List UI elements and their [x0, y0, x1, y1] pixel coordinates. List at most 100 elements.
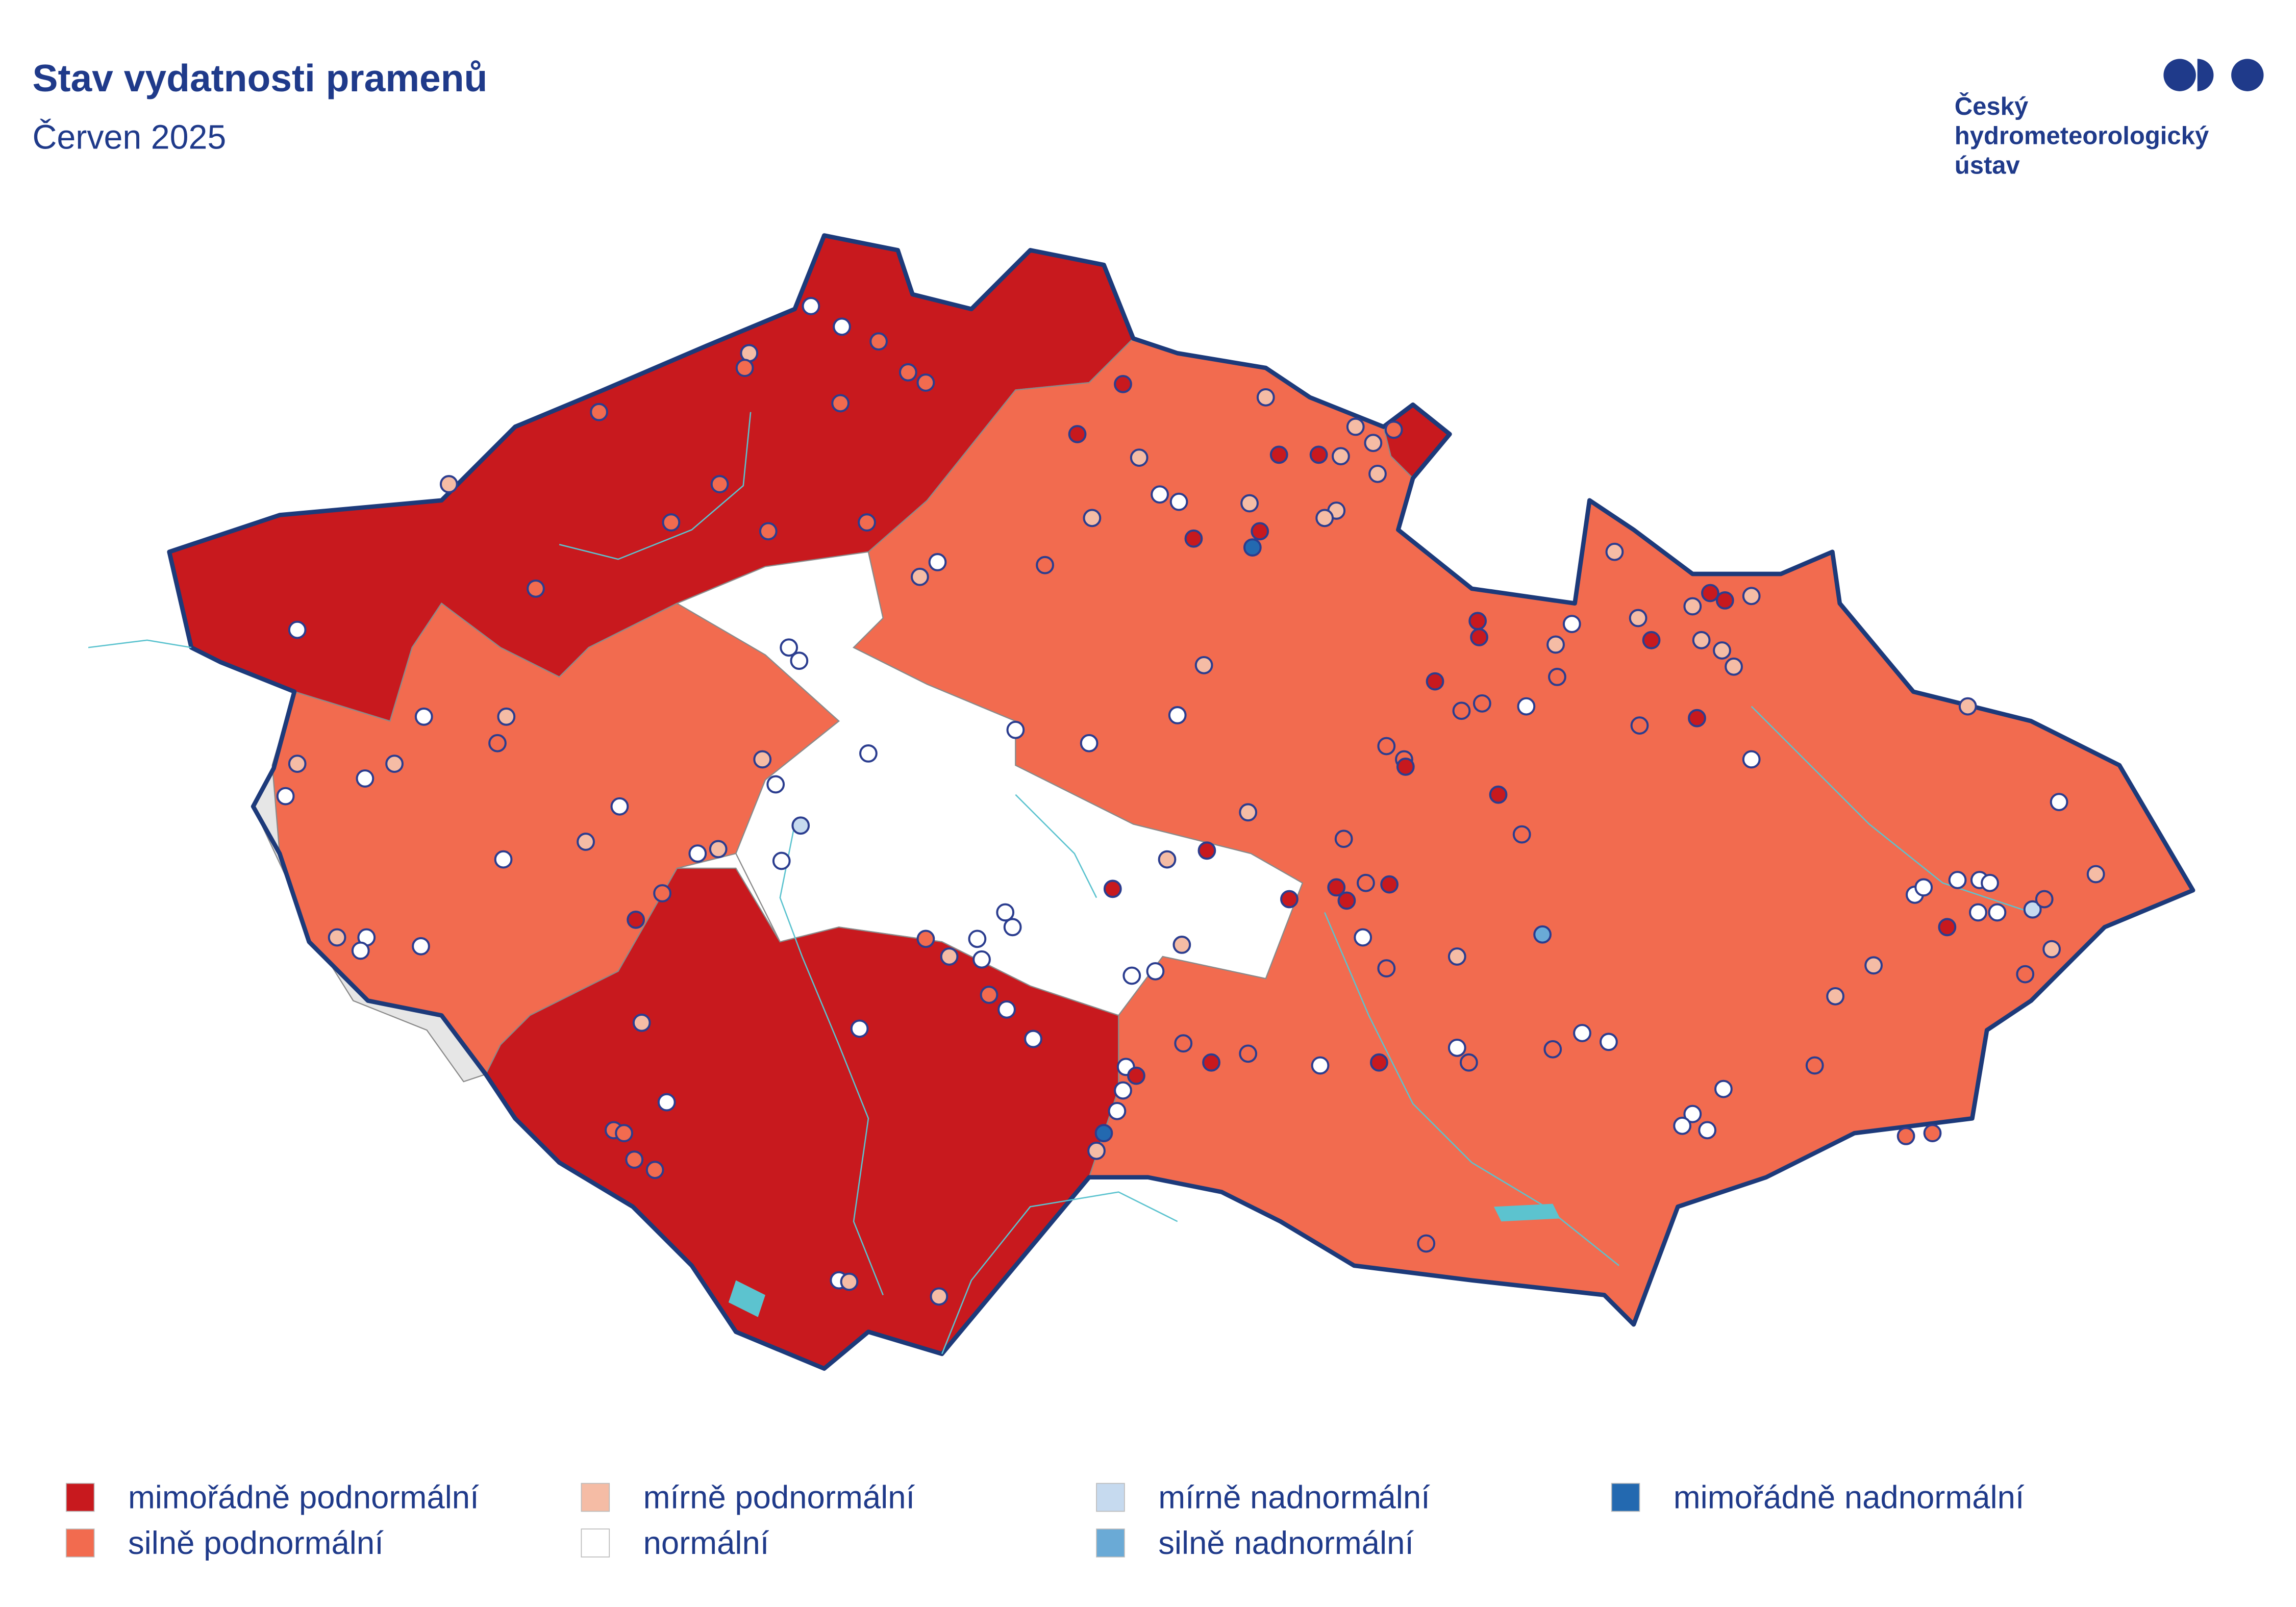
logo-dot: [2197, 59, 2214, 91]
title: Stav vydatnosti pramenů: [32, 57, 487, 99]
station: [1036, 556, 1054, 574]
station: [996, 903, 1015, 922]
station: [766, 775, 785, 794]
legend-label: silně podnormální: [128, 1525, 384, 1561]
station: [735, 359, 754, 378]
station: [1452, 701, 1471, 720]
station: [1896, 1127, 1915, 1145]
station: [1168, 706, 1187, 724]
station: [1309, 445, 1328, 464]
station: [1151, 485, 1169, 504]
station: [1024, 1030, 1042, 1048]
station: [1473, 694, 1491, 713]
station: [930, 1287, 949, 1306]
river: [779, 824, 884, 1295]
station: [1923, 1124, 1942, 1143]
station: [940, 947, 959, 966]
legend-swatch: [581, 1483, 610, 1512]
station: [1417, 1234, 1436, 1253]
legend-label: silně nadnormální: [1158, 1525, 1414, 1561]
station: [356, 769, 375, 788]
subtitle: Červen 2025: [32, 118, 226, 156]
station: [1701, 584, 1719, 602]
station: [1981, 873, 1999, 892]
station: [1459, 1053, 1478, 1072]
station: [1315, 509, 1334, 528]
station: [1673, 1116, 1691, 1135]
station: [1384, 420, 1403, 439]
station: [899, 363, 917, 382]
station: [1377, 737, 1396, 756]
station: [1562, 615, 1581, 633]
station: [645, 1161, 664, 1179]
station: [1629, 609, 1648, 627]
station: [632, 1013, 651, 1032]
station: [1357, 873, 1375, 892]
station: [1251, 522, 1269, 541]
station: [1083, 509, 1102, 528]
station: [997, 1000, 1016, 1019]
station: [1256, 388, 1275, 407]
river: [88, 639, 1178, 1354]
station: [1122, 966, 1141, 985]
legend-swatch: [581, 1528, 610, 1558]
station: [1087, 1141, 1106, 1160]
station: [1692, 631, 1711, 649]
legend-label: normální: [643, 1525, 769, 1561]
station: [1543, 1040, 1562, 1059]
station: [1448, 1038, 1466, 1057]
station: [869, 332, 888, 351]
station: [1240, 494, 1259, 513]
station: [494, 850, 513, 869]
station: [2023, 900, 2042, 919]
station: [1573, 1024, 1591, 1042]
station: [577, 833, 595, 851]
station: [351, 941, 370, 960]
station: [1197, 841, 1216, 860]
station: [1958, 697, 1977, 716]
station: [653, 884, 671, 902]
station: [1546, 635, 1565, 654]
station: [802, 297, 820, 315]
station: [1169, 492, 1188, 511]
station: [2035, 890, 2054, 909]
station: [627, 911, 645, 929]
station: [1864, 956, 1883, 975]
logo-text: ústav: [1955, 152, 2020, 179]
station: [1605, 542, 1624, 561]
station: [625, 1150, 644, 1169]
station: [1713, 641, 1731, 660]
logo-text: Český: [1955, 91, 2028, 120]
station: [1130, 448, 1149, 467]
station: [1725, 657, 1743, 676]
station: [972, 950, 991, 969]
station: [2086, 865, 2105, 884]
station: [753, 750, 772, 769]
station: [1448, 947, 1466, 966]
station: [780, 638, 798, 657]
legend-label: mírně nadnormální: [1158, 1480, 1430, 1516]
station: [1354, 928, 1372, 947]
station: [968, 930, 987, 948]
station: [688, 844, 707, 863]
station: [1080, 734, 1099, 752]
river: [1751, 706, 2032, 913]
station: [497, 707, 516, 726]
station: [1948, 871, 1967, 889]
station: [1094, 1124, 1113, 1143]
station: [833, 317, 851, 336]
station: [1698, 1121, 1717, 1140]
station: [1533, 925, 1552, 944]
station: [615, 1124, 633, 1143]
station: [1630, 716, 1649, 735]
legend-swatch: [65, 1528, 95, 1558]
legend-swatch: [1096, 1528, 1125, 1558]
logo-dot: [2231, 59, 2264, 91]
station: [1688, 709, 1706, 727]
station: [1269, 445, 1288, 464]
station: [980, 986, 999, 1004]
station: [916, 373, 935, 392]
station: [385, 755, 404, 773]
station: [1683, 597, 1702, 616]
station: [1332, 447, 1350, 466]
